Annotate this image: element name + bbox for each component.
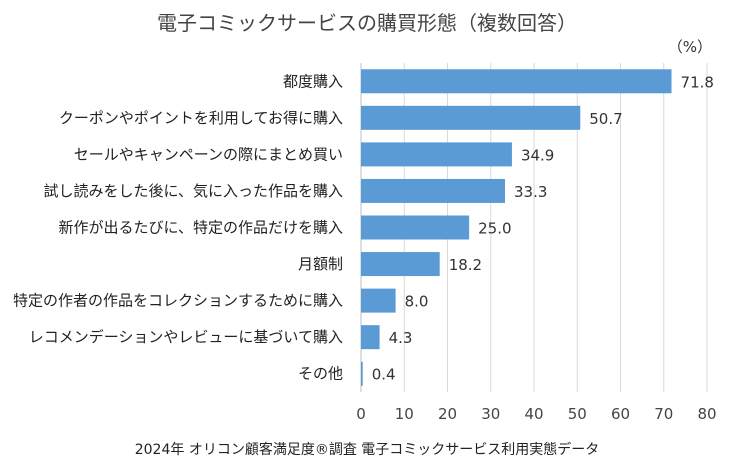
value-label: 71.8 (681, 73, 714, 91)
x-tick-label: 10 (395, 405, 414, 423)
category-labels: 都度購入クーポンやポイントを利用してお得に購入セールやキャンペーンの際にまとめ買… (13, 72, 343, 382)
source-note: 2024年 オリコン顧客満足度®調査 電子コミックサービス利用実態データ (135, 441, 600, 458)
category-label: 都度購入 (283, 72, 343, 90)
value-labels: 71.8 50.7 34.9 33.3 25.0 18.2 8.0 4.3 0.4 (372, 73, 714, 383)
x-tick-label: 70 (654, 405, 673, 423)
bar-4 (361, 178, 506, 203)
category-label: 特定の作者の作品をコレクションするために購入 (13, 292, 343, 310)
bar-9 (361, 361, 363, 386)
x-tick-label: 30 (481, 405, 500, 423)
value-label: 34.9 (521, 146, 554, 164)
x-tick-label: 80 (697, 405, 716, 423)
category-label: クーポンやポイントを利用してお得に購入 (59, 109, 343, 127)
bar-6 (361, 252, 440, 277)
chart-title: 電子コミックサービスの購買形態（複数回答） (157, 11, 577, 35)
bar-7 (361, 288, 396, 313)
value-label: 18.2 (449, 256, 482, 274)
unit-label: （%） (668, 38, 712, 56)
bar-8 (361, 325, 380, 350)
value-label: 33.3 (514, 183, 547, 201)
category-label: セールやキャンペーンの際にまとめ買い (74, 145, 343, 163)
category-label: その他 (298, 365, 343, 383)
bar-2 (361, 105, 581, 130)
bar-3 (361, 142, 512, 167)
value-label: 4.3 (389, 329, 413, 347)
category-label: レコメンデーションやレビューに基づいて購入 (29, 328, 343, 346)
x-axis-ticks: 0 10 20 30 40 50 60 70 80 (356, 405, 716, 423)
x-tick-label: 60 (611, 405, 630, 423)
x-tick-label: 20 (438, 405, 457, 423)
bar-1 (361, 69, 672, 94)
bar-5 (361, 215, 470, 240)
value-label: 0.4 (372, 366, 396, 384)
bars (361, 69, 672, 386)
x-tick-label: 50 (568, 405, 587, 423)
category-label: 月額制 (298, 255, 343, 273)
category-label: 試し読みをした後に、気に入った作品を購入 (43, 182, 343, 200)
x-tick-label: 0 (356, 405, 366, 423)
category-label: 新作が出るたびに、特定の作品だけを購入 (58, 219, 343, 237)
x-tick-label: 40 (524, 405, 543, 423)
value-label: 25.0 (478, 220, 511, 238)
value-label: 50.7 (589, 110, 622, 128)
value-label: 8.0 (405, 293, 429, 311)
